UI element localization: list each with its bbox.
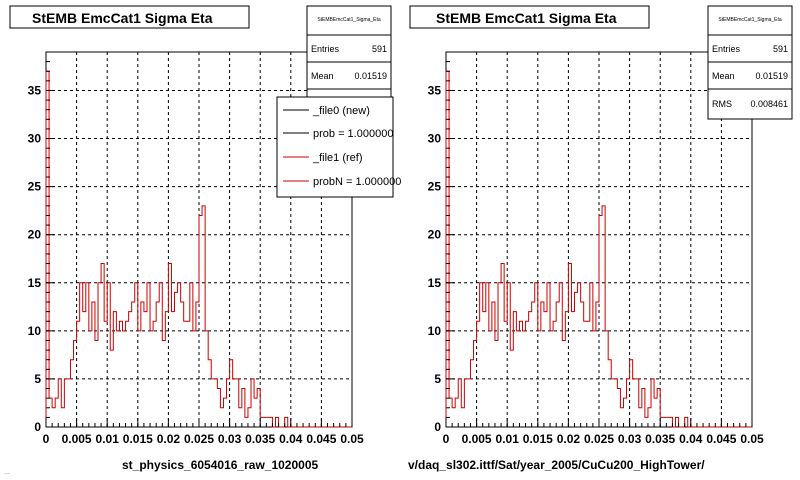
x-tick-label: 0.035: [645, 432, 675, 446]
x-tick-label: 0.025: [584, 432, 614, 446]
x-tick-label: 0.04: [279, 432, 303, 446]
legend-label: probN = 1.000000: [313, 176, 401, 188]
x-tick-label: 0.015: [123, 432, 153, 446]
x-tick-label: 0.02: [157, 432, 181, 446]
x-tick-label: 0.005: [62, 432, 92, 446]
panel-left: 0 0.005 0.01 0.015 0.02 0.025 0.03 0.035 0.04 0.0…: [9, 5, 392, 472]
y-tick-label: 5: [434, 372, 441, 386]
legend-entry: prob = 1.000000: [283, 128, 393, 140]
tick-layer: 0 0.005 0.01 0.015 0.02 0.025 0.03 0.035 0.04 0.0…: [428, 51, 764, 446]
y-tick-label: 25: [428, 180, 442, 194]
x-tick-label: 0.05: [340, 432, 364, 446]
legend-label: _file1 (ref): [312, 152, 363, 164]
x-tick-label: 0.045: [306, 432, 336, 446]
chart-title: StEMB EmcCat1 Sigma Eta: [436, 10, 617, 26]
legend-entry: _file1 (ref): [283, 152, 363, 164]
x-tick-label: 0.04: [679, 432, 703, 446]
stats-header: StEMBEmcCat1_Sigma_Eta: [317, 17, 381, 23]
x-tick-label: 0.01: [496, 432, 520, 446]
x-tick-label: 0.01: [96, 432, 120, 446]
y-tick-label: 15: [428, 276, 442, 290]
x-tick-label: 0.03: [618, 432, 642, 446]
x-tick-label: 0.025: [184, 432, 214, 446]
x-tick-label: 0: [43, 432, 50, 446]
x-tick-label: 0.03: [218, 432, 242, 446]
stats-mean-label: Mean: [311, 71, 334, 81]
y-tick-label: 25: [28, 180, 42, 194]
y-tick-label: 10: [28, 324, 42, 338]
stats-box: StEMBEmcCat1_Sigma_Eta Entries 591 Mean …: [707, 5, 793, 120]
title-box: [409, 5, 650, 29]
stats-entries-value: 591: [773, 44, 788, 54]
chart-title: StEMB EmcCat1 Sigma Eta: [32, 10, 213, 26]
histogram-layer: [445, 70, 752, 428]
legend-label: prob = 1.000000: [313, 128, 393, 140]
y-tick-label: 35: [428, 83, 442, 97]
y-tick-label: 20: [428, 228, 442, 242]
stats-entries-label: Entries: [712, 44, 741, 54]
y-tick-label: 20: [28, 228, 42, 242]
stats-rms-label: RMS: [712, 99, 732, 109]
x-axis-title: st_physics_6054016_raw_1020005: [122, 458, 318, 472]
histogram-series-line: [45, 70, 352, 428]
panel-right: 0 0.005 0.01 0.015 0.02 0.025 0.03 0.035 0.04 0.0…: [408, 5, 793, 472]
y-tick-label: 0: [34, 420, 41, 434]
x-tick-label: 0.035: [245, 432, 275, 446]
x-axis-title: v/daq_sl302.ittf/Sat/year_2005/CuCu200_H…: [408, 458, 705, 472]
legend-entry: probN = 1.000000: [283, 176, 401, 188]
histogram-series-line: [445, 70, 752, 428]
x-tick-label: 0.015: [523, 432, 553, 446]
x-tick-label: 0: [443, 432, 450, 446]
legend-label: _file0 (new): [312, 105, 370, 117]
x-tick-label: 0.02: [557, 432, 581, 446]
stats-entries-label: Entries: [311, 44, 340, 54]
y-tick-label: 30: [428, 132, 442, 146]
y-tick-label: 30: [28, 132, 42, 146]
y-tick-label: 5: [34, 372, 41, 386]
y-tick-label: 10: [428, 324, 442, 338]
x-tick-label: 0.005: [462, 432, 492, 446]
legend: _file0 (new) prob = 1.000000 _file1 (ref…: [276, 96, 401, 198]
tick-layer: 0 0.005 0.01 0.015 0.02 0.025 0.03 0.035 0.04 0.0…: [28, 51, 364, 446]
y-tick-label: 35: [28, 83, 42, 97]
x-tick-label: 0.05: [740, 432, 764, 446]
x-tick-label: 0.045: [706, 432, 736, 446]
stats-mean-value: 0.01519: [755, 71, 788, 81]
y-tick-label: 15: [28, 276, 42, 290]
grid-layer: [446, 52, 752, 427]
legend-entry: _file0 (new): [283, 105, 370, 117]
stats-header: StEMBEmcCat1_Sigma_Eta: [718, 17, 782, 23]
y-tick-label: 0: [434, 420, 441, 434]
stats-mean-value: 0.01519: [354, 71, 387, 81]
stats-rms-value: 0.008461: [750, 99, 788, 109]
stats-entries-value: 591: [372, 44, 387, 54]
stats-mean-label: Mean: [712, 71, 735, 81]
title-box: [9, 5, 250, 29]
histogram-layer: [45, 70, 352, 428]
footer-note: ...: [4, 469, 10, 476]
